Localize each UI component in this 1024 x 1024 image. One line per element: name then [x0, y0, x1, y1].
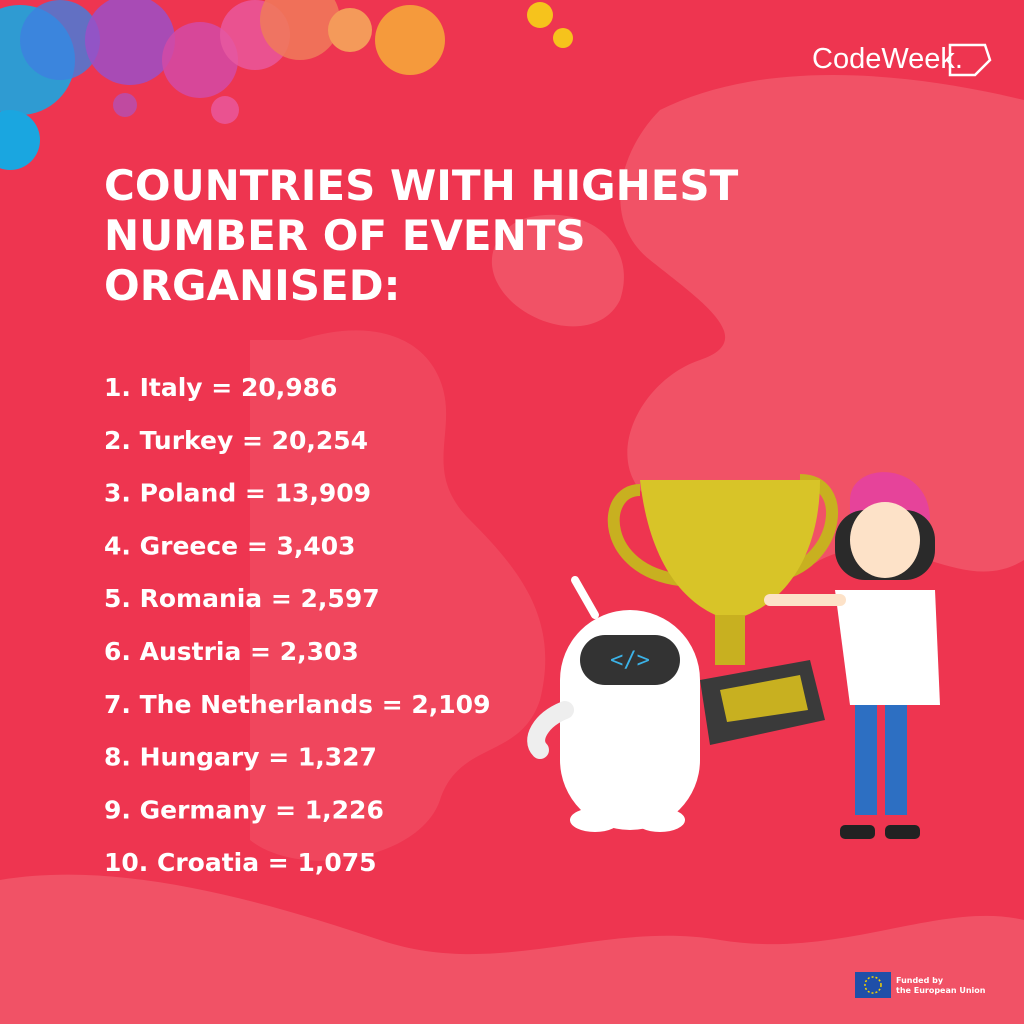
footer-line: Funded by — [896, 976, 944, 985]
ranking-item: 3. Poland = 13,909 — [104, 479, 371, 508]
eu-badge: Funded by the European Union — [855, 972, 986, 998]
ranking-item: 10. Croatia = 1,075 — [104, 848, 377, 877]
ranking-item: 7. The Netherlands = 2,109 — [104, 690, 490, 719]
ranking-item: 1. Italy = 20,986 — [104, 373, 337, 402]
girl — [764, 472, 940, 839]
ranking-item: 5. Romania = 2,597 — [104, 584, 380, 613]
title-line: ORGANISED: — [104, 261, 400, 310]
svg-text:</>: </> — [610, 648, 650, 673]
title-line: NUMBER OF EVENTS — [104, 211, 586, 260]
map-shapes — [0, 75, 1024, 1024]
ranking-item: 8. Hungary = 1,327 — [104, 743, 377, 772]
bubbles — [0, 0, 573, 170]
logo-icon — [948, 43, 992, 77]
ranking-list: 1. Italy = 20,986 2. Turkey = 20,254 3. Po… — [104, 373, 490, 877]
trophy — [607, 474, 838, 745]
ranking-item: 2. Turkey = 20,254 — [104, 426, 368, 455]
logo: CodeWeek. — [812, 43, 992, 77]
logo-text: CodeWeek. — [812, 43, 963, 75]
ranking-item: 6. Austria = 2,303 — [104, 637, 359, 666]
title-line: COUNTRIES WITH HIGHEST — [104, 161, 739, 210]
ranking-item: 4. Greece = 3,403 — [104, 531, 356, 560]
robot: </> — [527, 576, 700, 832]
footer-line: the European Union — [896, 986, 986, 995]
ranking-item: 9. Germany = 1,226 — [104, 795, 384, 824]
